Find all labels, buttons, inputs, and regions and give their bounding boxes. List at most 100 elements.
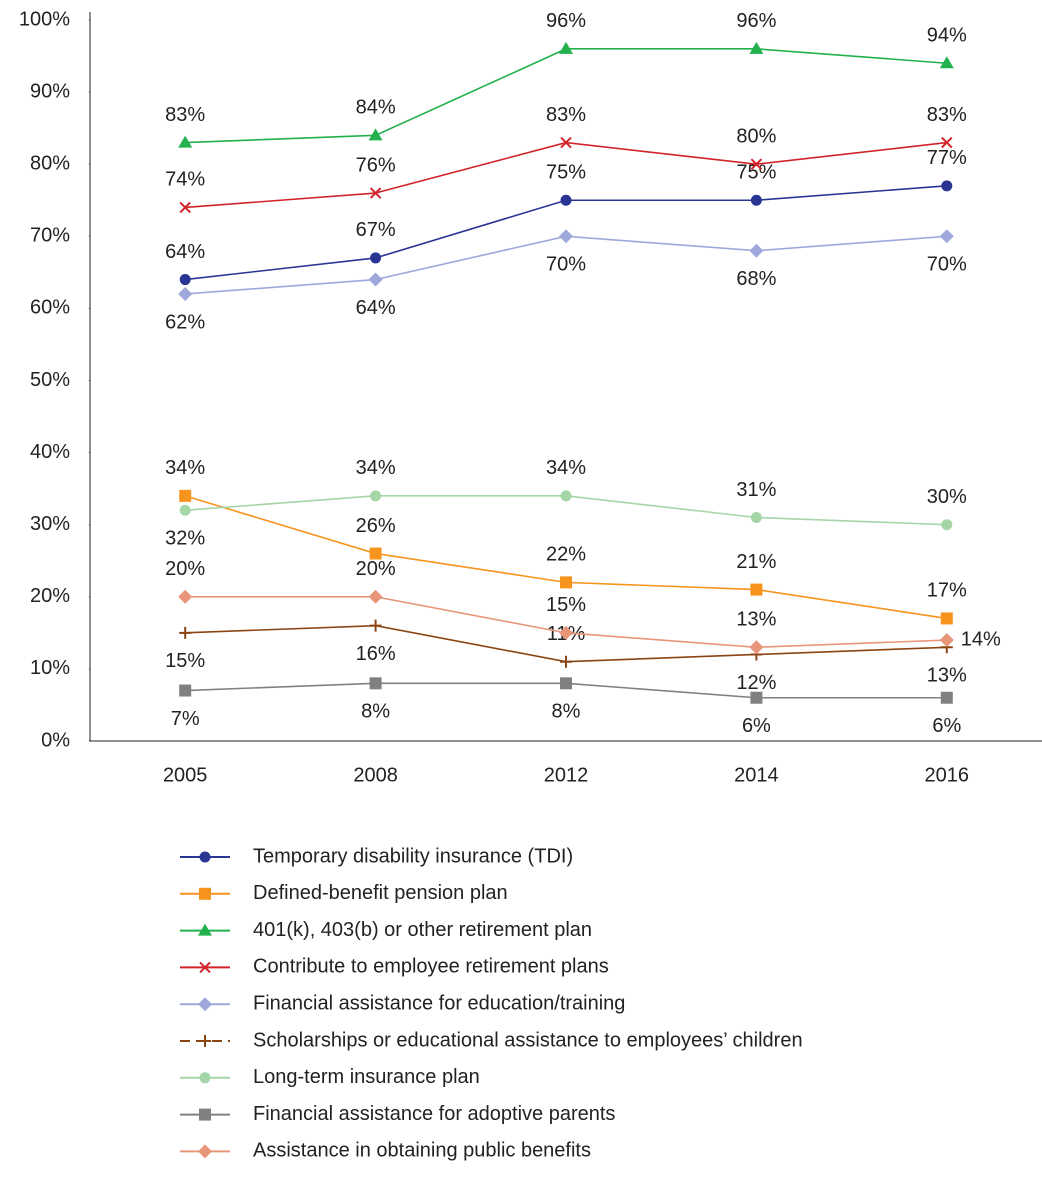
data-label: 6% bbox=[742, 715, 771, 737]
data-point bbox=[179, 489, 192, 502]
x-tick-label: 2008 bbox=[353, 764, 398, 786]
y-tick-label: 100% bbox=[19, 8, 70, 30]
data-point bbox=[750, 583, 763, 596]
legend-label: Defined-benefit pension plan bbox=[253, 882, 508, 904]
data-label: 83% bbox=[165, 104, 205, 126]
y-tick-label: 0% bbox=[41, 729, 70, 751]
data-point bbox=[941, 180, 953, 192]
data-label: 76% bbox=[356, 154, 396, 176]
data-point bbox=[939, 56, 954, 69]
legend-label: Scholarships or educational assistance t… bbox=[253, 1029, 803, 1051]
data-label: 83% bbox=[927, 104, 967, 126]
data-point bbox=[179, 626, 192, 639]
y-tick-label: 90% bbox=[30, 80, 70, 102]
x-tick-label: 2014 bbox=[734, 764, 779, 786]
data-point bbox=[750, 158, 763, 170]
legend-label: Contribute to employee retirement plans bbox=[253, 956, 609, 978]
legend-label: Temporary disability insurance (TDI) bbox=[253, 845, 573, 867]
data-label: 34% bbox=[165, 457, 205, 479]
data-label: 22% bbox=[546, 544, 586, 566]
data-point bbox=[178, 135, 193, 148]
data-label: 17% bbox=[927, 580, 967, 602]
x-tick-label: 2012 bbox=[544, 764, 589, 786]
data-point bbox=[749, 41, 764, 54]
data-label: 8% bbox=[361, 701, 390, 723]
data-point bbox=[939, 229, 954, 244]
data-point bbox=[369, 547, 382, 560]
data-label: 75% bbox=[736, 162, 776, 184]
legend-marker bbox=[199, 961, 211, 974]
data-label: 70% bbox=[546, 254, 586, 276]
data-point bbox=[179, 201, 191, 214]
data-point bbox=[178, 286, 193, 301]
data-label: 68% bbox=[736, 268, 776, 290]
data-point bbox=[560, 576, 572, 589]
data-label: 62% bbox=[165, 311, 205, 333]
data-label: 96% bbox=[736, 10, 776, 32]
data-point bbox=[370, 252, 382, 264]
data-point bbox=[369, 187, 382, 199]
data-point bbox=[940, 612, 953, 625]
data-point bbox=[560, 677, 572, 690]
data-label: 15% bbox=[165, 650, 205, 672]
legend-marker bbox=[198, 1144, 212, 1159]
data-point bbox=[368, 589, 383, 604]
data-point bbox=[560, 490, 572, 502]
data-label: 13% bbox=[736, 609, 776, 631]
y-tick-label: 80% bbox=[30, 152, 70, 174]
data-point bbox=[559, 229, 573, 244]
data-point bbox=[369, 619, 382, 632]
data-point bbox=[560, 194, 572, 206]
data-label: 64% bbox=[165, 241, 205, 263]
data-point bbox=[750, 511, 762, 523]
data-label: 64% bbox=[356, 297, 396, 319]
data-label: 70% bbox=[927, 254, 967, 276]
data-point bbox=[369, 677, 382, 690]
y-tick-label: 30% bbox=[30, 513, 70, 535]
y-tick-label: 70% bbox=[30, 225, 70, 247]
data-label: 21% bbox=[736, 551, 776, 573]
data-point bbox=[559, 625, 573, 640]
data-label: 34% bbox=[356, 457, 396, 479]
data-point bbox=[750, 194, 762, 206]
data-point bbox=[368, 272, 383, 287]
data-label: 12% bbox=[736, 672, 776, 694]
data-point bbox=[941, 519, 953, 531]
data-label: 6% bbox=[932, 715, 961, 737]
y-tick-label: 20% bbox=[30, 585, 70, 607]
data-point bbox=[939, 633, 954, 648]
legend-marker bbox=[198, 923, 212, 936]
data-label: 7% bbox=[171, 708, 200, 730]
legend-marker bbox=[199, 1072, 211, 1084]
y-tick-label: 40% bbox=[30, 441, 70, 463]
data-point bbox=[941, 136, 953, 149]
data-label: 15% bbox=[546, 594, 586, 616]
y-tick-label: 50% bbox=[30, 369, 70, 391]
data-label: 32% bbox=[165, 528, 205, 550]
data-point bbox=[178, 589, 193, 604]
data-point bbox=[560, 655, 572, 668]
data-label: 14% bbox=[961, 628, 1001, 650]
data-label: 77% bbox=[927, 147, 967, 169]
data-label: 74% bbox=[165, 169, 205, 191]
x-tick-label: 2005 bbox=[163, 764, 208, 786]
legend-label: Assistance in obtaining public benefits bbox=[253, 1140, 591, 1162]
data-point bbox=[750, 691, 763, 704]
data-point bbox=[368, 128, 383, 141]
legend-label: Financial assistance for education/train… bbox=[253, 992, 625, 1014]
data-label: 13% bbox=[927, 665, 967, 687]
data-label: 30% bbox=[927, 486, 967, 508]
data-label: 96% bbox=[546, 10, 586, 32]
data-label: 67% bbox=[356, 219, 396, 241]
data-point bbox=[370, 490, 382, 502]
data-point bbox=[940, 691, 953, 704]
data-point bbox=[749, 243, 764, 258]
legend-label: 401(k), 403(b) or other retirement plan bbox=[253, 919, 592, 941]
data-label: 8% bbox=[552, 701, 581, 723]
y-tick-label: 10% bbox=[30, 657, 70, 679]
legend-label: Financial assistance for adoptive parent… bbox=[253, 1103, 615, 1125]
data-point bbox=[749, 640, 764, 655]
data-label: 83% bbox=[546, 104, 586, 126]
data-label: 16% bbox=[356, 643, 396, 665]
data-point bbox=[179, 274, 191, 286]
